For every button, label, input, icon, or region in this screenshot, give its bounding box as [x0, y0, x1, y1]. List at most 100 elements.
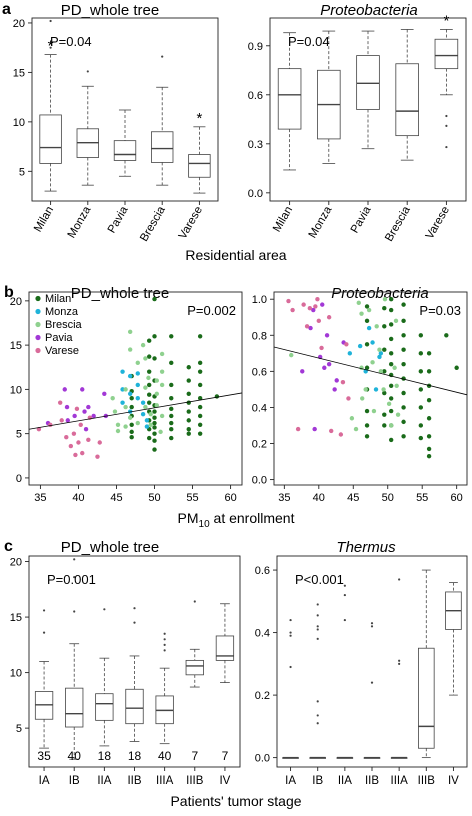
panel-letter: c	[4, 538, 13, 555]
data-point	[401, 419, 406, 425]
legend-marker	[35, 308, 41, 315]
sample-count: 35	[37, 749, 51, 763]
legend-marker	[35, 321, 41, 328]
box-varese	[188, 126, 211, 194]
data-point	[364, 423, 370, 428]
data-point	[388, 437, 394, 443]
data-point	[401, 361, 406, 367]
data-point	[388, 322, 394, 327]
x-tick-label: 40	[313, 492, 325, 504]
data-point	[388, 408, 394, 414]
x-tick-label: 60	[224, 492, 236, 504]
data-point	[346, 396, 351, 401]
data-point	[129, 396, 134, 401]
data-point	[320, 302, 325, 307]
data-point	[129, 404, 134, 410]
data-point	[315, 297, 320, 302]
outlier-point	[289, 634, 292, 637]
data-point	[154, 391, 159, 397]
x-tick-label: 45	[110, 492, 122, 504]
y-tick-label: 5	[16, 429, 22, 441]
outlier-point	[398, 662, 401, 665]
x-tick-label: IA	[39, 775, 50, 787]
y-tick-label: 20	[10, 557, 22, 569]
box-iqr	[113, 140, 137, 161]
data-point	[48, 422, 53, 427]
sample-count: 18	[128, 749, 142, 763]
outlier-point	[445, 114, 448, 118]
data-point	[312, 426, 317, 432]
data-point	[418, 387, 424, 392]
data-point	[347, 351, 353, 356]
data-point	[62, 387, 67, 392]
x-tick-label: Milan	[271, 205, 295, 235]
x-tick-label: IIA	[97, 775, 111, 787]
panel-letter: b	[4, 284, 14, 301]
data-point	[186, 409, 191, 414]
data-point	[364, 304, 370, 309]
data-point	[197, 369, 203, 374]
data-point	[426, 416, 432, 421]
data-point	[72, 413, 77, 419]
data-point	[401, 347, 406, 352]
data-point	[152, 296, 157, 302]
data-point	[57, 400, 63, 405]
regression-line	[28, 392, 243, 430]
data-point	[78, 422, 83, 427]
data-point	[307, 306, 313, 311]
data-point	[158, 429, 163, 435]
data-point	[289, 352, 294, 358]
y-tick-label: 0.4	[255, 628, 270, 640]
data-point	[386, 401, 392, 407]
data-point	[169, 396, 174, 401]
box-iqr	[185, 659, 204, 676]
significance-star: *	[196, 110, 202, 127]
data-point	[135, 420, 140, 426]
data-point	[148, 422, 153, 427]
outlier-point	[73, 610, 76, 613]
y-tick-label: 0.3	[248, 139, 263, 151]
box-iqr	[418, 647, 435, 749]
sample-count: 7	[222, 749, 229, 763]
data-point	[154, 378, 159, 383]
data-point	[308, 325, 313, 331]
x-tick-label: IIB	[127, 775, 141, 787]
data-point	[80, 387, 85, 392]
data-point	[146, 369, 152, 374]
data-point	[329, 428, 334, 434]
data-point	[311, 307, 316, 313]
data-point	[76, 440, 81, 445]
data-point	[418, 405, 424, 410]
data-point	[97, 440, 102, 445]
data-point	[83, 427, 89, 432]
x-tick-label: 55	[186, 492, 198, 504]
x-tick-label: IIB	[365, 775, 379, 787]
data-point	[418, 333, 424, 338]
data-point	[123, 404, 128, 410]
outlier-point	[289, 665, 292, 669]
data-point	[426, 351, 432, 356]
data-point	[388, 423, 394, 428]
legend-marker	[35, 334, 41, 341]
box-iiib	[418, 569, 435, 759]
data-point	[426, 434, 432, 439]
data-point	[377, 354, 382, 360]
box-iqr	[277, 68, 302, 130]
outlier-point	[289, 631, 292, 634]
y-tick-label: 0.6	[248, 90, 263, 102]
data-point	[120, 369, 125, 374]
data-point	[146, 382, 152, 388]
data-point	[290, 307, 295, 313]
x-tick-label: Brescia	[138, 204, 168, 244]
data-point	[159, 382, 165, 388]
x-tick-label: Monza	[307, 204, 335, 240]
data-point	[86, 404, 91, 410]
data-point	[127, 329, 133, 335]
data-point	[338, 432, 344, 437]
box-iqr	[215, 635, 235, 661]
data-point	[74, 406, 80, 412]
data-point	[123, 424, 128, 429]
outlier-point	[316, 614, 319, 617]
data-point	[340, 379, 346, 385]
